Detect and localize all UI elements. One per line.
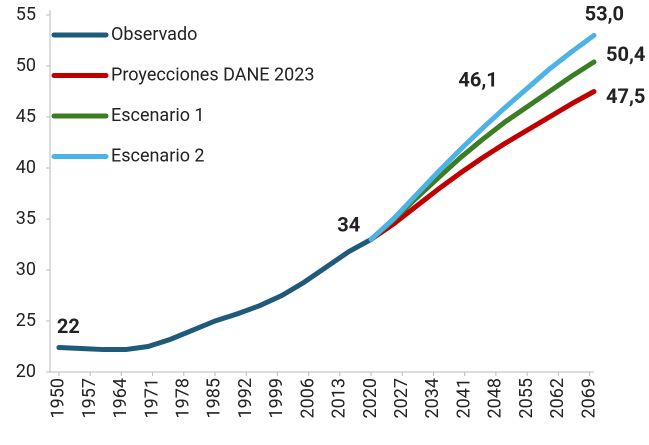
x-tick-label: 2048 (485, 378, 506, 418)
x-tick-label: 2041 (453, 378, 474, 418)
legend-label: Escenario 2 (111, 145, 205, 166)
value-label: 22 (57, 314, 80, 338)
y-tick-label: 55 (16, 4, 36, 25)
value-label: 53,0 (585, 2, 624, 26)
y-tick-label: 45 (16, 106, 36, 127)
x-tick-label: 2034 (422, 378, 443, 418)
x-tick-label: 1992 (235, 378, 256, 418)
x-tick-label: 2069 (578, 378, 599, 418)
x-tick-label: 2055 (516, 378, 537, 418)
y-tick-label: 35 (16, 208, 36, 229)
value-label: 50,4 (606, 42, 645, 66)
x-tick-label: 2027 (391, 378, 412, 418)
x-tick-label: 1964 (110, 378, 131, 418)
x-tick-label: 1999 (266, 378, 287, 418)
x-tick-label: 1978 (173, 378, 194, 418)
x-tick-label: 1971 (141, 378, 162, 418)
x-tick-label: 1957 (79, 378, 100, 418)
annotation: 46,1 (458, 68, 497, 92)
series-line (368, 32, 597, 242)
annotation: 34 (337, 212, 360, 236)
legend-label: Proyecciones DANE 2023 (111, 64, 314, 85)
y-tick-label: 50 (16, 55, 36, 76)
x-tick-label: 1985 (204, 378, 225, 418)
series-line (56, 236, 374, 353)
y-tick-label: 30 (16, 259, 36, 280)
x-tick-label: 2006 (297, 378, 318, 418)
y-tick-label: 40 (16, 157, 36, 178)
legend-label: Escenario 1 (111, 105, 205, 126)
x-tick-label: 2020 (360, 378, 381, 418)
y-tick-label: 20 (16, 361, 36, 382)
legend-label: Observado (111, 24, 197, 45)
x-tick-label: 2013 (329, 378, 350, 418)
value-label: 47,5 (606, 84, 645, 108)
series-line (368, 89, 597, 242)
x-tick-label: 1950 (48, 378, 69, 418)
x-tick-label: 2062 (547, 378, 568, 418)
y-tick-label: 25 (16, 310, 36, 331)
